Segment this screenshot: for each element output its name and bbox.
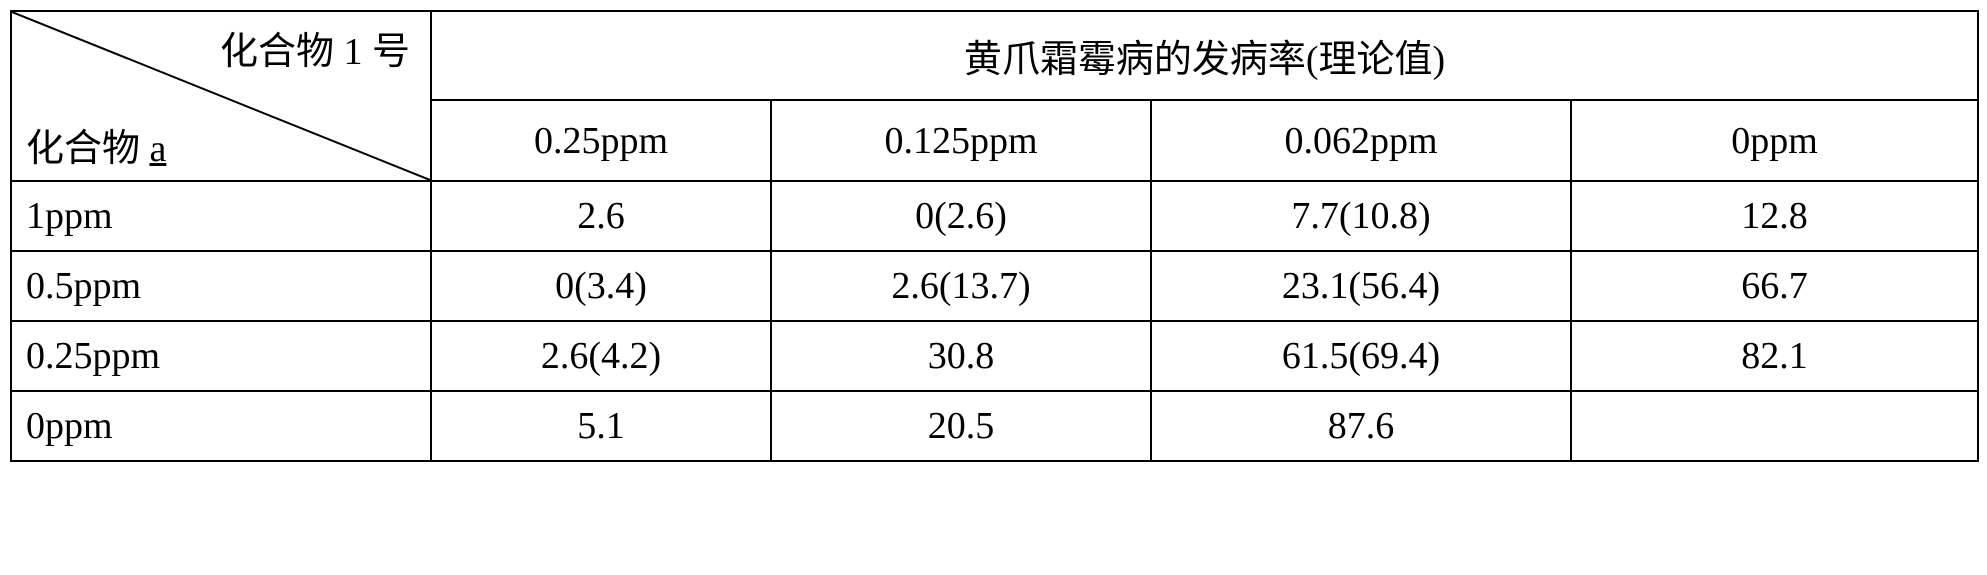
table-row: 0ppm 5.1 20.5 87.6 [11,391,1978,461]
table-cell: 20.5 [771,391,1151,461]
table-cell: 2.6 [431,181,771,251]
row-label: 0.25ppm [11,321,431,391]
table-cell: 2.6(4.2) [431,321,771,391]
col-header: 0ppm [1571,100,1978,181]
table-cell: 82.1 [1571,321,1978,391]
table-cell: 61.5(69.4) [1151,321,1571,391]
table-cell: 66.7 [1571,251,1978,321]
row-label: 1ppm [11,181,431,251]
table-cell: 0(2.6) [771,181,1151,251]
table-row: 0.5ppm 0(3.4) 2.6(13.7) 23.1(56.4) 66.7 [11,251,1978,321]
diag-header-top: 化合物 1 号 [220,20,410,75]
col-header: 0.125ppm [771,100,1151,181]
table-cell [1571,391,1978,461]
row-label: 0.5ppm [11,251,431,321]
header-row-1: 化合物 1 号 化合物 a 黄爪霜霉病的发病率(理论值) [11,11,1978,100]
table-cell: 12.8 [1571,181,1978,251]
header-span-cell: 黄爪霜霉病的发病率(理论值) [431,11,1978,100]
col-header: 0.062ppm [1151,100,1571,181]
row-label: 0ppm [11,391,431,461]
table-cell: 5.1 [431,391,771,461]
diag-bottom-underlined: a [150,128,167,170]
table-cell: 30.8 [771,321,1151,391]
col-header: 0.25ppm [431,100,771,181]
data-table: 化合物 1 号 化合物 a 黄爪霜霉病的发病率(理论值) 0.25ppm 0.1… [10,10,1979,462]
table-cell: 23.1(56.4) [1151,251,1571,321]
table-cell: 0(3.4) [431,251,771,321]
table-row: 0.25ppm 2.6(4.2) 30.8 61.5(69.4) 82.1 [11,321,1978,391]
table-cell: 7.7(10.8) [1151,181,1571,251]
table-row: 1ppm 2.6 0(2.6) 7.7(10.8) 12.8 [11,181,1978,251]
table-cell: 87.6 [1151,391,1571,461]
diag-header-bottom: 化合物 a [26,117,166,172]
table-cell: 2.6(13.7) [771,251,1151,321]
diagonal-header-cell: 化合物 1 号 化合物 a [11,11,431,181]
diag-bottom-prefix: 化合物 [26,128,150,170]
